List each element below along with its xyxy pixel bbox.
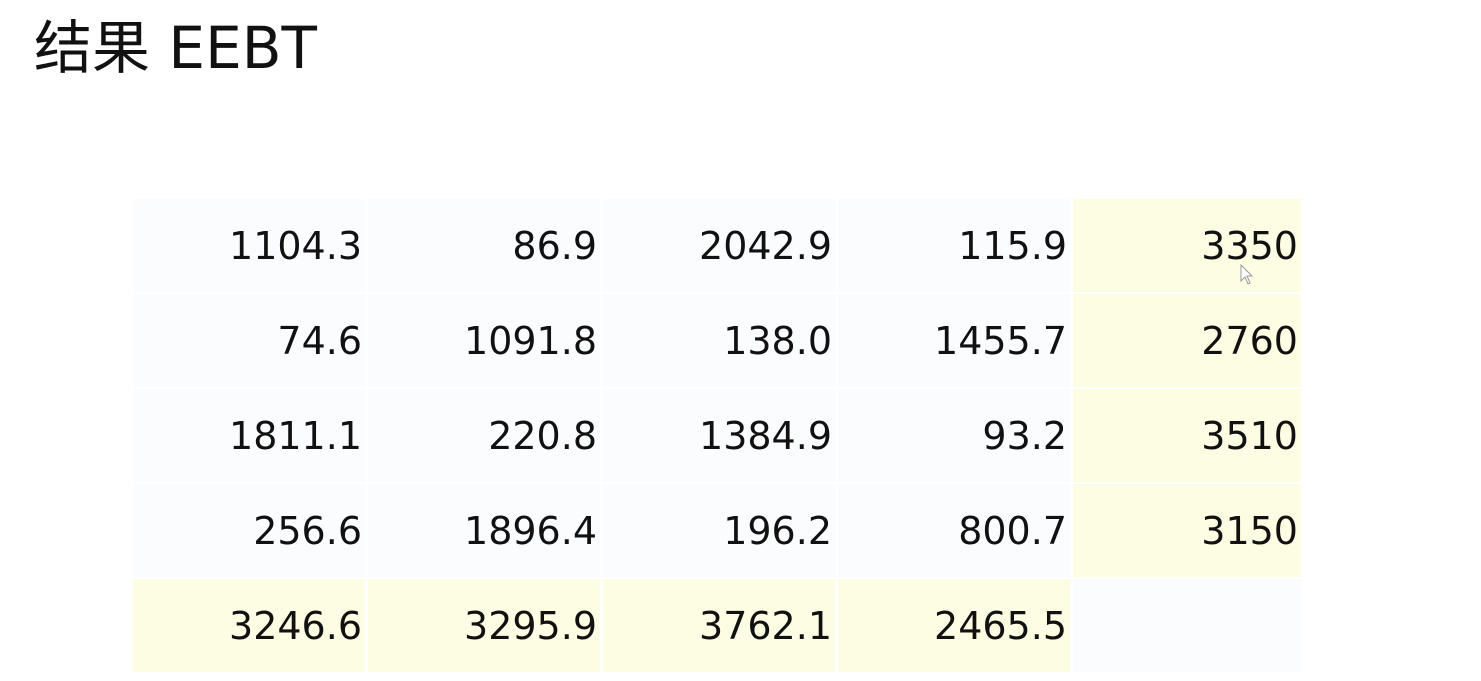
row-total-cell: 3350 (1073, 199, 1301, 292)
table-cell: 220.8 (368, 389, 600, 482)
empty-cell (1073, 579, 1301, 672)
table-cell: 1455.7 (838, 294, 1070, 387)
table-cell: 256.6 (133, 484, 365, 577)
column-total-cell: 3246.6 (133, 579, 365, 672)
table-cell: 1091.8 (368, 294, 600, 387)
table-cell: 93.2 (838, 389, 1070, 482)
table-cell: 1896.4 (368, 484, 600, 577)
column-total-cell: 2465.5 (838, 579, 1070, 672)
column-total-cell: 3762.1 (603, 579, 835, 672)
row-total-cell: 2760 (1073, 294, 1301, 387)
table-cell: 2042.9 (603, 199, 835, 292)
table-cell: 86.9 (368, 199, 600, 292)
table-cell: 196.2 (603, 484, 835, 577)
row-total-cell: 3510 (1073, 389, 1301, 482)
table-cell: 74.6 (133, 294, 365, 387)
table-cell: 138.0 (603, 294, 835, 387)
table-cell: 800.7 (838, 484, 1070, 577)
row-total-cell: 3150 (1073, 484, 1301, 577)
table-cell: 1384.9 (603, 389, 835, 482)
mouse-pointer-icon (1240, 264, 1254, 285)
table-cell: 1811.1 (133, 389, 365, 482)
slide-title: 结果 EEBT (34, 14, 317, 82)
table-cell: 115.9 (838, 199, 1070, 292)
results-table: 1104.3 86.9 2042.9 115.9 3350 74.6 1091.… (133, 199, 1301, 672)
table-cell: 1104.3 (133, 199, 365, 292)
column-total-cell: 3295.9 (368, 579, 600, 672)
